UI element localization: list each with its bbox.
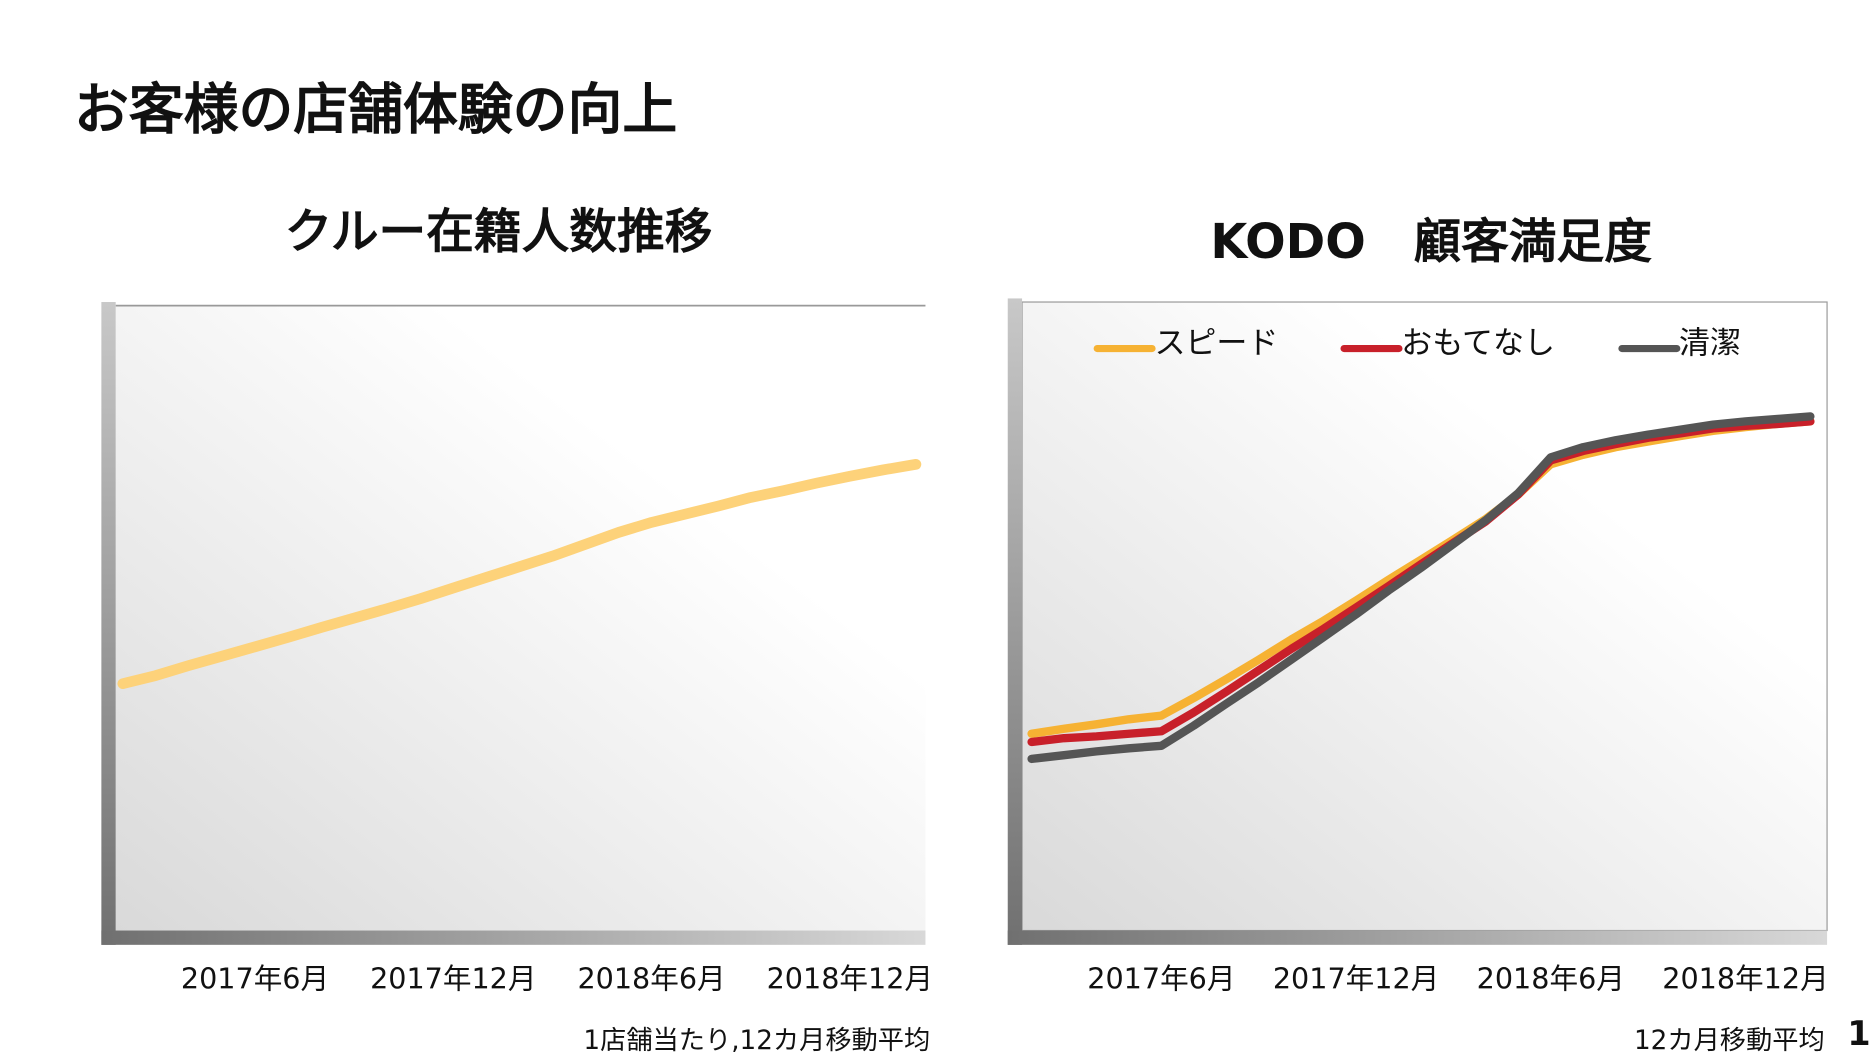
x-tick-label: 2018年6月 xyxy=(577,962,725,996)
plot-floor xyxy=(101,930,926,945)
x-tick-label: 2018年12月 xyxy=(1662,962,1828,996)
series-line xyxy=(1027,412,1815,764)
slide-title: お客様の店舗体験の向上 xyxy=(74,78,677,142)
legend-label: おもてなし xyxy=(1401,325,1555,361)
legend-label: 清潔 xyxy=(1679,325,1741,361)
x-tick-label: 2018年12月 xyxy=(767,962,933,996)
chart-title: KODO 顧客満足度 xyxy=(1210,215,1652,270)
legend-label: スピード xyxy=(1154,325,1278,361)
x-tick-label: 2017年6月 xyxy=(181,962,329,996)
chart-note: 12カ月移動平均 xyxy=(1634,1026,1825,1056)
x-tick-label: 2017年12月 xyxy=(370,962,536,996)
plot-area xyxy=(115,305,926,931)
plot-left-wall xyxy=(101,302,116,945)
plot-area xyxy=(1021,301,1828,932)
x-tick-label: 2018年6月 xyxy=(1477,962,1625,996)
series-line xyxy=(117,458,922,690)
plot-left-wall xyxy=(1007,298,1023,945)
chart-note: 1店舗当たり,12カ月移動平均 xyxy=(583,1026,930,1056)
x-tick-label: 2017年6月 xyxy=(1087,962,1235,996)
chart-title: クルー在籍人数推移 xyxy=(285,205,713,260)
page-number: 1 xyxy=(1847,1014,1870,1053)
plot-floor xyxy=(1007,930,1828,945)
x-tick-label: 2017年12月 xyxy=(1273,962,1439,996)
